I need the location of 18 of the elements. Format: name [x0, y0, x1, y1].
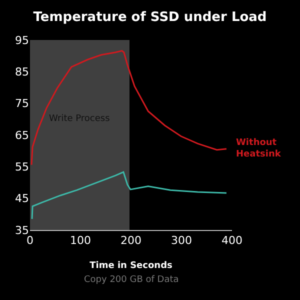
x-tick-label: 300 [171, 234, 192, 248]
y-tick-label: 75 [15, 97, 29, 110]
text: Copy 200 GB of Data [84, 275, 179, 285]
y-tick-label: 55 [15, 160, 29, 174]
y-tick-label: 65 [15, 128, 29, 142]
y-tick-label: 85 [15, 66, 29, 79]
y-tick-label: 45 [15, 192, 29, 206]
x-tick-label: 0 [26, 234, 34, 248]
x-tick-label: 200 [120, 234, 142, 248]
y-tick-label: 95 [15, 34, 29, 47]
y-tick-label: 35 [15, 224, 29, 237]
line-series [30, 50, 228, 166]
x-tick-label: 400 [222, 234, 242, 248]
line-series [31, 171, 228, 220]
x-axis-title: Time in Seconds [90, 261, 172, 271]
series-label: Without Heatsink [236, 138, 282, 160]
chart-title: Temperature of SSD under Load [33, 10, 267, 26]
x-tick-label: 100 [70, 234, 91, 248]
